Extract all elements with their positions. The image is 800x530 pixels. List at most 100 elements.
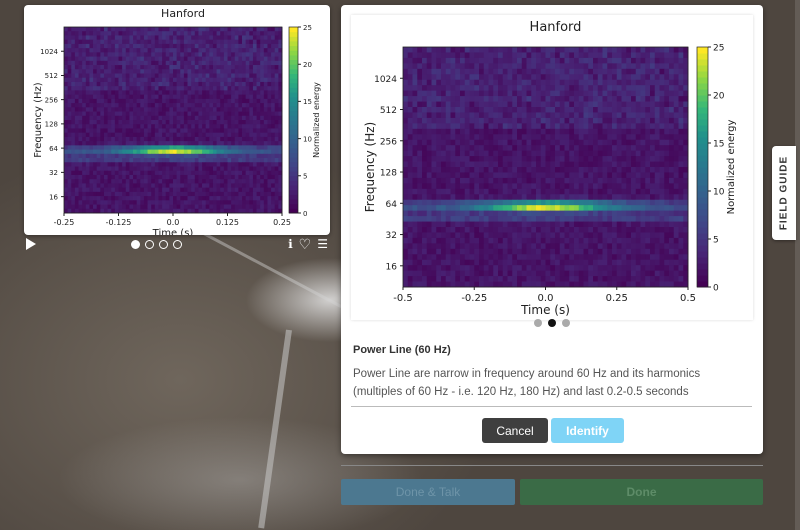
heatmap-cell	[631, 47, 637, 53]
heatmap-cell	[169, 132, 174, 138]
heatmap-cell	[260, 77, 265, 83]
heatmap-cell	[249, 200, 254, 205]
heatmap-cell	[593, 232, 599, 239]
heatmap-cell	[212, 98, 217, 104]
heatmap-cell	[559, 107, 565, 113]
heatmap-cell	[263, 158, 268, 163]
heatmap-cell	[426, 134, 432, 141]
frame-dot[interactable]	[131, 240, 140, 249]
heatmap-cell	[278, 39, 283, 45]
heatmap-cell	[173, 166, 178, 172]
heatmap-cell	[260, 158, 265, 163]
heatmap-cell	[578, 156, 584, 162]
heatmap-cell	[597, 79, 603, 86]
heatmap-cell	[238, 43, 243, 49]
heatmap-cell	[502, 232, 508, 239]
heatmap-cell	[74, 187, 79, 193]
heatmap-cell	[474, 177, 480, 184]
heatmap-cell	[441, 199, 447, 206]
heatmap-cell	[654, 68, 660, 75]
heatmap-cell	[531, 123, 537, 130]
heatmap-cell	[422, 243, 428, 250]
heatmap-cell	[122, 35, 127, 41]
heatmap-cell	[271, 86, 276, 91]
heatmap-cell	[242, 170, 247, 176]
heatmap-cell	[209, 132, 214, 138]
heatmap-cell	[417, 227, 423, 233]
heatmap-cell	[512, 79, 518, 86]
heatmap-cell	[460, 90, 466, 97]
heatmap-cell	[612, 156, 618, 162]
heatmap-cell	[526, 123, 532, 130]
heatmap-cell	[483, 117, 489, 124]
heatmap-cell	[412, 63, 418, 70]
heatmap-cell	[187, 35, 192, 41]
info-icon[interactable]: ℹ	[288, 237, 293, 251]
heatmap-cell	[198, 162, 203, 167]
heatmap-cell	[479, 177, 485, 184]
heatmap-cell	[407, 101, 413, 108]
heatmap-cell	[450, 194, 456, 201]
heatmap-cell	[469, 243, 475, 250]
heatmap-cell	[545, 232, 551, 239]
heatmap-cell	[550, 74, 556, 81]
heatmap-cell	[249, 73, 254, 79]
heatmap-cell	[578, 194, 584, 201]
heatmap-cell	[114, 98, 119, 104]
heatmap-cell	[493, 63, 499, 70]
heatmap-cell	[151, 31, 156, 36]
heart-icon[interactable]: ♡	[298, 236, 312, 252]
heatmap-cell	[455, 79, 461, 86]
heatmap-cell	[249, 103, 254, 108]
frame-dot[interactable]	[159, 240, 168, 249]
heatmap-cell	[103, 120, 108, 125]
heatmap-cell	[202, 136, 207, 142]
heatmap-cell	[82, 73, 87, 79]
list-icon[interactable]: ☰	[317, 237, 328, 251]
heatmap-cell	[67, 136, 72, 142]
frame-dot[interactable]	[173, 240, 182, 249]
heatmap-cell	[227, 31, 232, 36]
heatmap-cell	[242, 191, 247, 197]
heatmap-cell	[103, 39, 108, 45]
heatmap-cell	[426, 205, 432, 212]
subject-image[interactable]: Hanford 16 32 64 128 256 512 1024 -0.25 -0.125 0.0…	[24, 5, 330, 235]
frame-dot[interactable]	[145, 240, 154, 249]
heatmap-cell	[517, 194, 523, 201]
heatmap-cell	[550, 52, 556, 59]
heatmap-cell	[238, 179, 243, 184]
heatmap-cell	[263, 94, 268, 100]
heatmap-cell	[180, 35, 185, 41]
heatmap-cell	[71, 200, 76, 205]
heatmap-cell	[278, 69, 283, 74]
heatmap-cell	[507, 221, 513, 228]
heatmap-cell	[474, 74, 480, 81]
heatmap-cell	[114, 196, 119, 201]
heatmap-cell	[441, 194, 447, 201]
heatmap-cell	[431, 96, 437, 102]
heatmap-cell	[550, 216, 556, 222]
heatmap-cell	[417, 134, 423, 141]
heatmap-cell	[550, 128, 556, 135]
heatmap-cell	[64, 60, 69, 66]
heatmap-cell	[252, 77, 257, 83]
heatmap-cell	[194, 196, 199, 201]
heatmap-cell	[125, 208, 130, 214]
heatmap-cell	[78, 153, 83, 159]
heatmap-cell	[96, 141, 101, 146]
heatmap-cell	[460, 123, 466, 130]
heatmap-cell	[176, 65, 181, 70]
heatmap-cell	[151, 94, 156, 100]
heatmap-cell	[100, 39, 105, 45]
heatmap-cell	[559, 194, 565, 201]
heatmap-cell	[669, 128, 675, 135]
heatmap-cell	[426, 47, 432, 53]
heatmap-cell	[151, 81, 156, 87]
play-icon[interactable]	[26, 238, 36, 250]
heatmap-cell	[531, 237, 537, 244]
heatmap-cell	[407, 107, 413, 113]
heatmap-cell	[559, 227, 565, 233]
x-axis-label: Time (s)	[152, 228, 194, 235]
heatmap-cell	[71, 179, 76, 184]
heatmap-cell	[85, 162, 90, 167]
